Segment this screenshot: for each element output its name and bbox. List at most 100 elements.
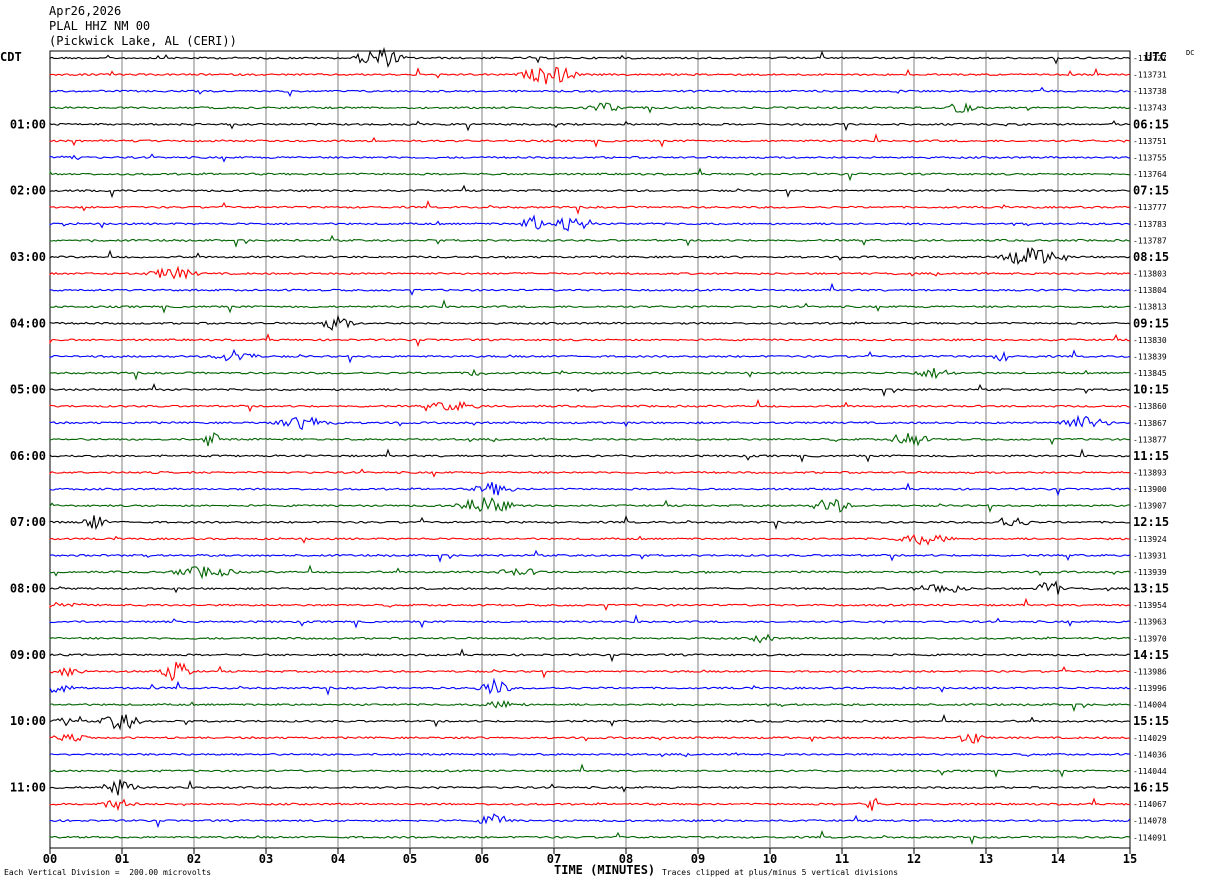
dc-offset-label: -113783 [1133,220,1167,229]
seismic-trace [49,133,1131,148]
dc-offset-label: -113867 [1133,419,1167,428]
seismic-trace [49,167,1131,182]
x-tick-label: 02 [187,852,201,866]
right-time-label-bg [1131,184,1171,197]
right-time-label-bg [1131,118,1171,131]
left-time-label: 11:00 [10,781,46,795]
dc-offset-label: -113900 [1133,485,1167,494]
plot-frame [49,50,1131,849]
x-tick-label: 03 [259,852,273,866]
seismic-trace [49,797,1131,812]
seismic-trace [49,46,1131,68]
x-axis-title: TIME (MINUTES) [554,863,656,877]
x-tick-label: 13 [979,852,993,866]
x-tick-label: 08 [619,852,633,866]
axis-labels: 00 01 02 03 04 05 06 07 08 09 10 11 12 13 14 15 -113727 -… [10,54,1171,866]
right-time-label-bg [1131,582,1171,595]
seismic-trace [49,813,1131,829]
dc-offset-label: -113839 [1133,352,1167,361]
right-time-label: 14:15 [1133,648,1169,662]
right-time-label: 07:15 [1133,184,1169,198]
dc-offset-label: -113751 [1133,137,1167,146]
dc-offset-label: -113954 [1133,601,1167,610]
dc-offset-label: -113924 [1133,535,1167,544]
left-time-label: 01:00 [10,117,46,131]
dc-offset-label: -114091 [1133,833,1167,842]
seismic-trace [49,153,1131,163]
dc-offset-label: -113803 [1133,270,1167,279]
seismic-trace [49,367,1131,381]
seismic-trace [49,247,1131,266]
x-tick-label: 14 [1051,852,1065,866]
dc-offset-label: -113755 [1133,153,1167,162]
x-tick-label: 12 [907,852,921,866]
seismic-trace [49,597,1131,612]
right-timezone-label: UTC [1145,50,1167,64]
left-time-label: 04:00 [10,316,46,330]
dc-offset-label: -114029 [1133,734,1167,743]
seismic-trace [49,763,1131,778]
seismic-trace [49,348,1131,364]
seismic-trace [49,184,1130,199]
seismic-trace [49,333,1131,348]
seismic-trace [49,661,1131,682]
seismic-trace [49,549,1131,563]
right-time-label: 10:15 [1133,383,1169,397]
seismic-trace [49,414,1131,431]
right-time-label: 13:15 [1133,582,1169,596]
dc-offset-label: -113830 [1133,336,1167,345]
division-note: Each Vertical Division = 200.00 microvol… [4,868,212,877]
dc-offset-label: -113764 [1133,170,1167,179]
seismic-trace [49,580,1131,595]
seismic-trace [49,432,1131,447]
right-time-label-bg [1131,383,1171,396]
x-tick-label: 04 [331,852,345,866]
x-tick-label: 01 [115,852,129,866]
dc-offset-label: -114004 [1133,701,1167,710]
left-time-label: 09:00 [10,648,46,662]
seismic-trace [49,382,1131,398]
dc-offset-label: -114067 [1133,800,1167,809]
seismic-trace [49,265,1131,280]
x-tick-label: 15 [1123,852,1137,866]
x-tick-label: 07 [547,852,561,866]
left-time-label: 10:00 [10,714,46,728]
left-timezone-label: CDT [0,50,22,64]
seismic-trace [49,752,1131,758]
dc-offset-label: -114044 [1133,767,1167,776]
right-time-label: 06:15 [1133,117,1169,131]
seismic-trace [49,282,1131,296]
dc-offset-label: -113963 [1133,618,1167,627]
seismic-trace [49,86,1131,98]
dc-offset-label: -113907 [1133,502,1167,511]
dc-offset-label: -113727 [1133,54,1167,63]
right-time-label: 15:15 [1133,714,1169,728]
dc-offset-label: -113860 [1133,402,1167,411]
dc-offset-label: -113877 [1133,435,1167,444]
x-tick-label: 06 [475,852,489,866]
seismic-trace [49,497,1131,513]
dc-offset-label: -113893 [1133,469,1167,478]
seismic-trace [49,66,1131,85]
x-tick-label: 00 [43,852,57,866]
left-time-label: 07:00 [10,515,46,529]
right-time-label: 16:15 [1133,781,1169,795]
right-time-label-bg [1131,715,1171,728]
seismic-trace [49,200,1131,215]
left-time-label: 08:00 [10,582,46,596]
dc-offset-label: -113738 [1133,87,1167,96]
dc-offset-label: -114078 [1133,817,1167,826]
seismic-trace [49,829,1131,846]
seismic-trace [49,214,1131,232]
seismic-trace [49,633,1131,644]
seismic-trace [49,299,1131,314]
station-location: (Pickwick Lake, AL (CERI)) [49,34,237,48]
dc-offset-label: -113931 [1133,551,1167,560]
left-time-label: 05:00 [10,383,46,397]
x-tick-label: 05 [403,852,417,866]
seismic-trace [49,733,1131,744]
x-tick-label: 10 [763,852,777,866]
right-time-label: 12:15 [1133,515,1169,529]
seismic-trace [49,779,1131,796]
